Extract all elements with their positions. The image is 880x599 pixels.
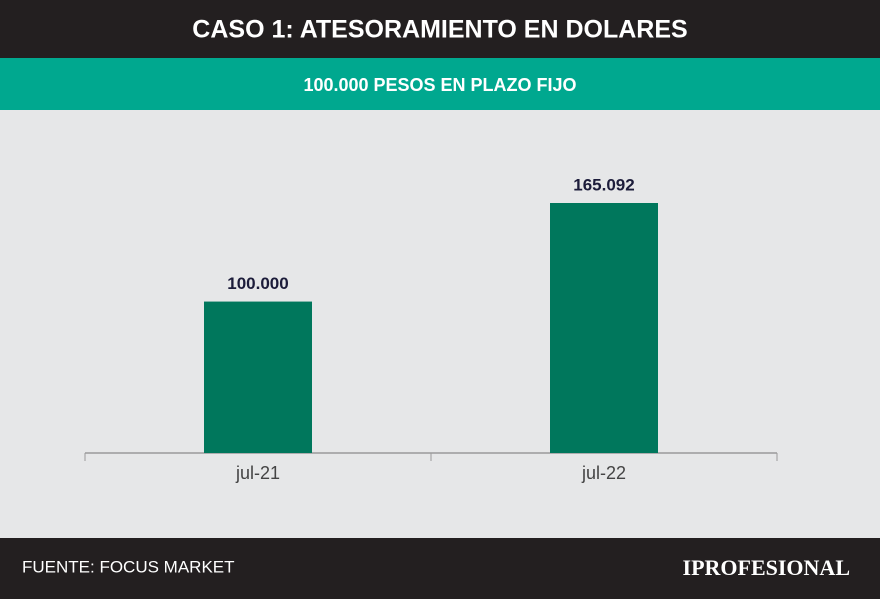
footer-band [0,538,880,599]
value-label: 100.000 [227,274,288,293]
plot-background [0,110,880,538]
header-band [0,0,880,58]
source-note: FUENTE: FOCUS MARKET [22,557,235,576]
bar [204,301,312,453]
subtitle-band [0,58,880,110]
x-tick-label: jul-22 [581,463,626,483]
brand-logo: IPROFESIONAL [683,555,850,580]
value-label: 165.092 [573,175,634,194]
chart-subtitle: 100.000 PESOS EN PLAZO FIJO [303,75,576,95]
bar [550,203,658,453]
x-tick-label: jul-21 [235,463,280,483]
chart-title: CASO 1: ATESORAMIENTO EN DOLARES [192,16,687,44]
